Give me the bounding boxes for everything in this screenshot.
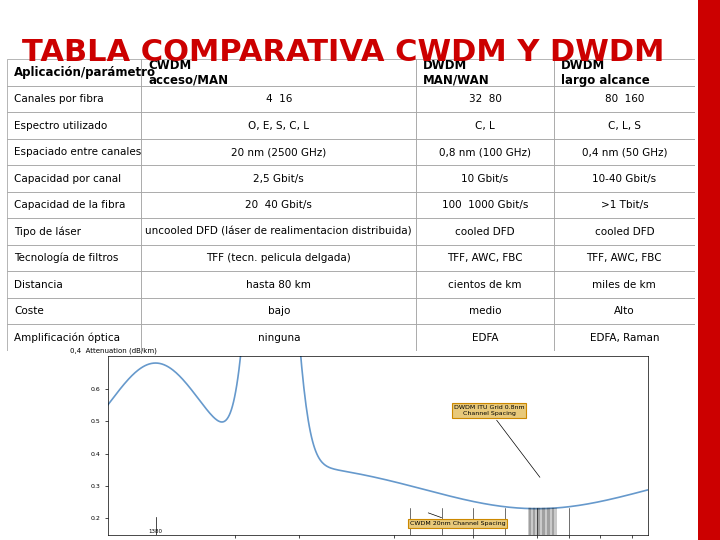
Text: cooled DFD: cooled DFD [455,227,515,237]
Text: cooled DFD: cooled DFD [595,227,654,237]
Text: 0,4  Attenuation (dB/km): 0,4 Attenuation (dB/km) [70,348,157,354]
Text: Capacidad por canal: Capacidad por canal [14,174,121,184]
Text: 0,8 nm (100 GHz): 0,8 nm (100 GHz) [439,147,531,157]
Text: 10-40 Gbit/s: 10-40 Gbit/s [593,174,657,184]
FancyBboxPatch shape [554,112,695,139]
Text: EDFA, Raman: EDFA, Raman [590,333,659,343]
Text: Tecnología de filtros: Tecnología de filtros [14,253,119,264]
FancyBboxPatch shape [141,86,416,112]
FancyBboxPatch shape [416,219,554,245]
Text: medio: medio [469,306,501,316]
FancyBboxPatch shape [554,298,695,325]
FancyBboxPatch shape [7,139,141,165]
Text: EDFA: EDFA [472,333,498,343]
Text: 0,4 nm (50 GHz): 0,4 nm (50 GHz) [582,147,667,157]
Text: Espaciado entre canales: Espaciado entre canales [14,147,141,157]
Text: 1380: 1380 [148,529,163,534]
FancyBboxPatch shape [7,272,141,298]
FancyBboxPatch shape [7,112,141,139]
FancyBboxPatch shape [554,245,695,272]
Text: Amplificación óptica: Amplificación óptica [14,333,120,343]
FancyBboxPatch shape [141,165,416,192]
FancyBboxPatch shape [554,325,695,351]
Text: TFF (tecn. pelicula delgada): TFF (tecn. pelicula delgada) [207,253,351,263]
Text: 32  80: 32 80 [469,94,502,104]
FancyBboxPatch shape [141,139,416,165]
Text: DWDM
MAN/WAN: DWDM MAN/WAN [423,59,490,86]
Text: DWDM ITU Grid 0.8nm
Channel Spacing: DWDM ITU Grid 0.8nm Channel Spacing [454,405,540,477]
Text: TABLA COMPARATIVA CWDM Y DWDM: TABLA COMPARATIVA CWDM Y DWDM [22,38,664,67]
Text: Aplicación/parámetro: Aplicación/parámetro [14,66,156,79]
Text: 2,5 Gbit/s: 2,5 Gbit/s [253,174,304,184]
Text: C, L, S: C, L, S [608,120,641,131]
FancyBboxPatch shape [554,59,695,86]
FancyBboxPatch shape [416,139,554,165]
Text: O, E, S, C, L: O, E, S, C, L [248,120,310,131]
FancyBboxPatch shape [7,86,141,112]
Text: TFF, AWC, FBC: TFF, AWC, FBC [587,253,662,263]
FancyBboxPatch shape [554,139,695,165]
Text: ninguna: ninguna [258,333,300,343]
FancyBboxPatch shape [7,245,141,272]
FancyBboxPatch shape [554,272,695,298]
Text: 20 nm (2500 GHz): 20 nm (2500 GHz) [231,147,326,157]
Text: Distancia: Distancia [14,280,63,290]
Text: Alto: Alto [614,306,634,316]
FancyBboxPatch shape [416,325,554,351]
FancyBboxPatch shape [7,219,141,245]
Text: 100  1000 Gbit/s: 100 1000 Gbit/s [442,200,528,210]
Text: Espectro utilizado: Espectro utilizado [14,120,107,131]
FancyBboxPatch shape [416,165,554,192]
FancyBboxPatch shape [7,325,141,351]
Text: cientos de km: cientos de km [449,280,522,290]
Text: CWDM 20nm Channel Spacing: CWDM 20nm Channel Spacing [410,513,505,526]
Text: 20  40 Gbit/s: 20 40 Gbit/s [246,200,312,210]
FancyBboxPatch shape [416,86,554,112]
Text: Coste: Coste [14,306,44,316]
FancyBboxPatch shape [416,245,554,272]
Text: miles de km: miles de km [593,280,656,290]
Text: 10 Gbit/s: 10 Gbit/s [462,174,509,184]
FancyBboxPatch shape [554,86,695,112]
FancyBboxPatch shape [7,165,141,192]
Text: C, L: C, L [475,120,495,131]
Text: CWDM
acceso/MAN: CWDM acceso/MAN [148,59,228,86]
FancyBboxPatch shape [141,325,416,351]
FancyBboxPatch shape [141,245,416,272]
FancyBboxPatch shape [416,112,554,139]
Text: 80  160: 80 160 [605,94,644,104]
FancyBboxPatch shape [141,59,416,86]
Text: Canales por fibra: Canales por fibra [14,94,104,104]
FancyBboxPatch shape [7,298,141,325]
FancyBboxPatch shape [7,59,141,86]
Text: bajo: bajo [268,306,290,316]
FancyBboxPatch shape [554,165,695,192]
Text: DWDM
largo alcance: DWDM largo alcance [561,59,649,86]
Text: TFF, AWC, FBC: TFF, AWC, FBC [447,253,523,263]
Text: 4  16: 4 16 [266,94,292,104]
Text: >1 Tbit/s: >1 Tbit/s [600,200,648,210]
FancyBboxPatch shape [141,219,416,245]
FancyBboxPatch shape [554,219,695,245]
FancyBboxPatch shape [141,192,416,219]
Text: uncooled DFD (láser de realimentacion distribuida): uncooled DFD (láser de realimentacion di… [145,227,412,237]
FancyBboxPatch shape [7,192,141,219]
FancyBboxPatch shape [141,272,416,298]
FancyBboxPatch shape [416,59,554,86]
FancyBboxPatch shape [416,298,554,325]
FancyBboxPatch shape [416,272,554,298]
FancyBboxPatch shape [554,192,695,219]
FancyBboxPatch shape [141,298,416,325]
Text: hasta 80 km: hasta 80 km [246,280,311,290]
FancyBboxPatch shape [416,192,554,219]
Text: Tipo de láser: Tipo de láser [14,226,81,237]
FancyBboxPatch shape [141,112,416,139]
Text: Capacidad de la fibra: Capacidad de la fibra [14,200,125,210]
